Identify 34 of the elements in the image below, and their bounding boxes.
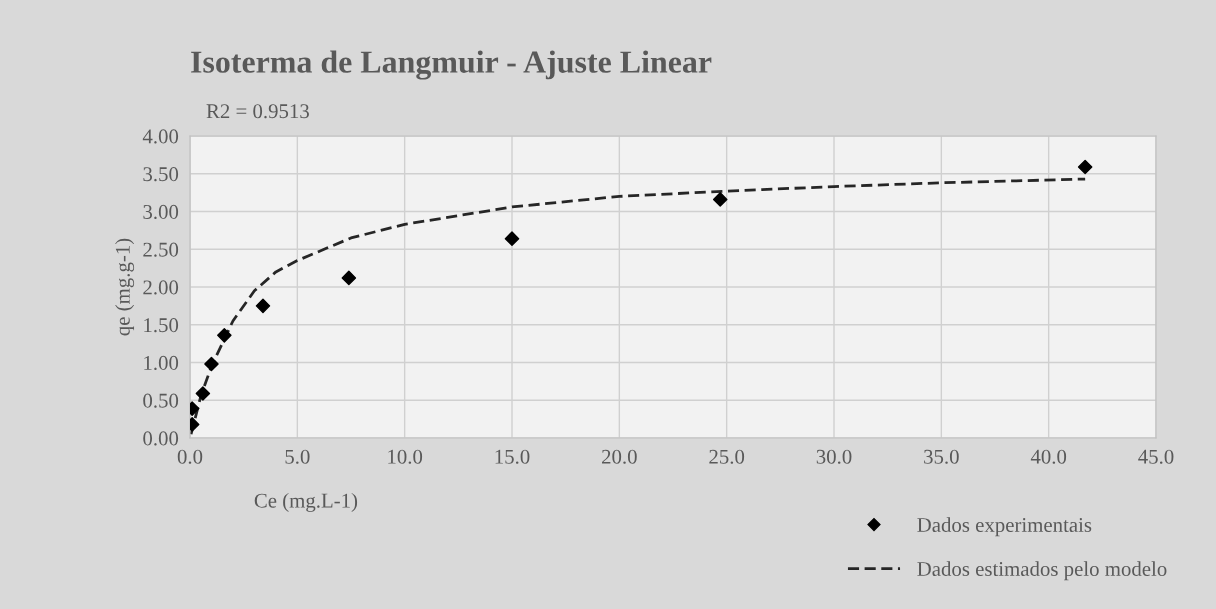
point [341,270,357,286]
chart-title: Isoterma de Langmuir - Ajuste Linear [191,50,712,80]
x-tick-label: 40.0 [1030,449,1067,464]
x-tick-label: 15.0 [495,449,530,464]
y-tick-label: 1.50 [144,318,179,333]
y-tick-label: 1.00 [144,355,179,371]
y-axis-title: qe (mg.g-1) [115,238,135,336]
x-tick-label: 5.0 [285,449,310,464]
y-tick-label: 3.50 [143,167,179,182]
y-tick-label: 3.00 [143,204,179,220]
x-tick-label: 20.0 [602,449,637,464]
legend-label: Dados experimentais [917,517,1092,537]
line-series [190,177,1087,436]
point [712,192,728,207]
x-tick-label: 45.0 [1138,449,1174,464]
text: R2 = 0.9513 [206,104,309,119]
x-tick-label: 25.0 [709,449,745,464]
y-tick-label: 4.00 [142,129,179,144]
y-tick-label: 0.50 [143,393,179,408]
x-tick-label: 0.0 [177,449,203,464]
point [195,386,211,401]
legend-label: Dados estimados pelo modelo [917,561,1167,581]
x-tick-label: 30.0 [816,449,852,464]
x-axis-title: Ce (mg.L-1) [254,493,358,512]
y-tick-label: 2.50 [143,242,179,257]
point [255,298,271,314]
x-tick-label: 10.0 [388,449,423,464]
y-tick-label: 2.00 [143,280,179,295]
y-tick-label: 0.00 [143,431,179,446]
point [204,356,219,372]
point [217,328,232,343]
point [504,231,520,246]
x-tick-label: 35.0 [924,449,959,464]
point [1077,159,1093,175]
